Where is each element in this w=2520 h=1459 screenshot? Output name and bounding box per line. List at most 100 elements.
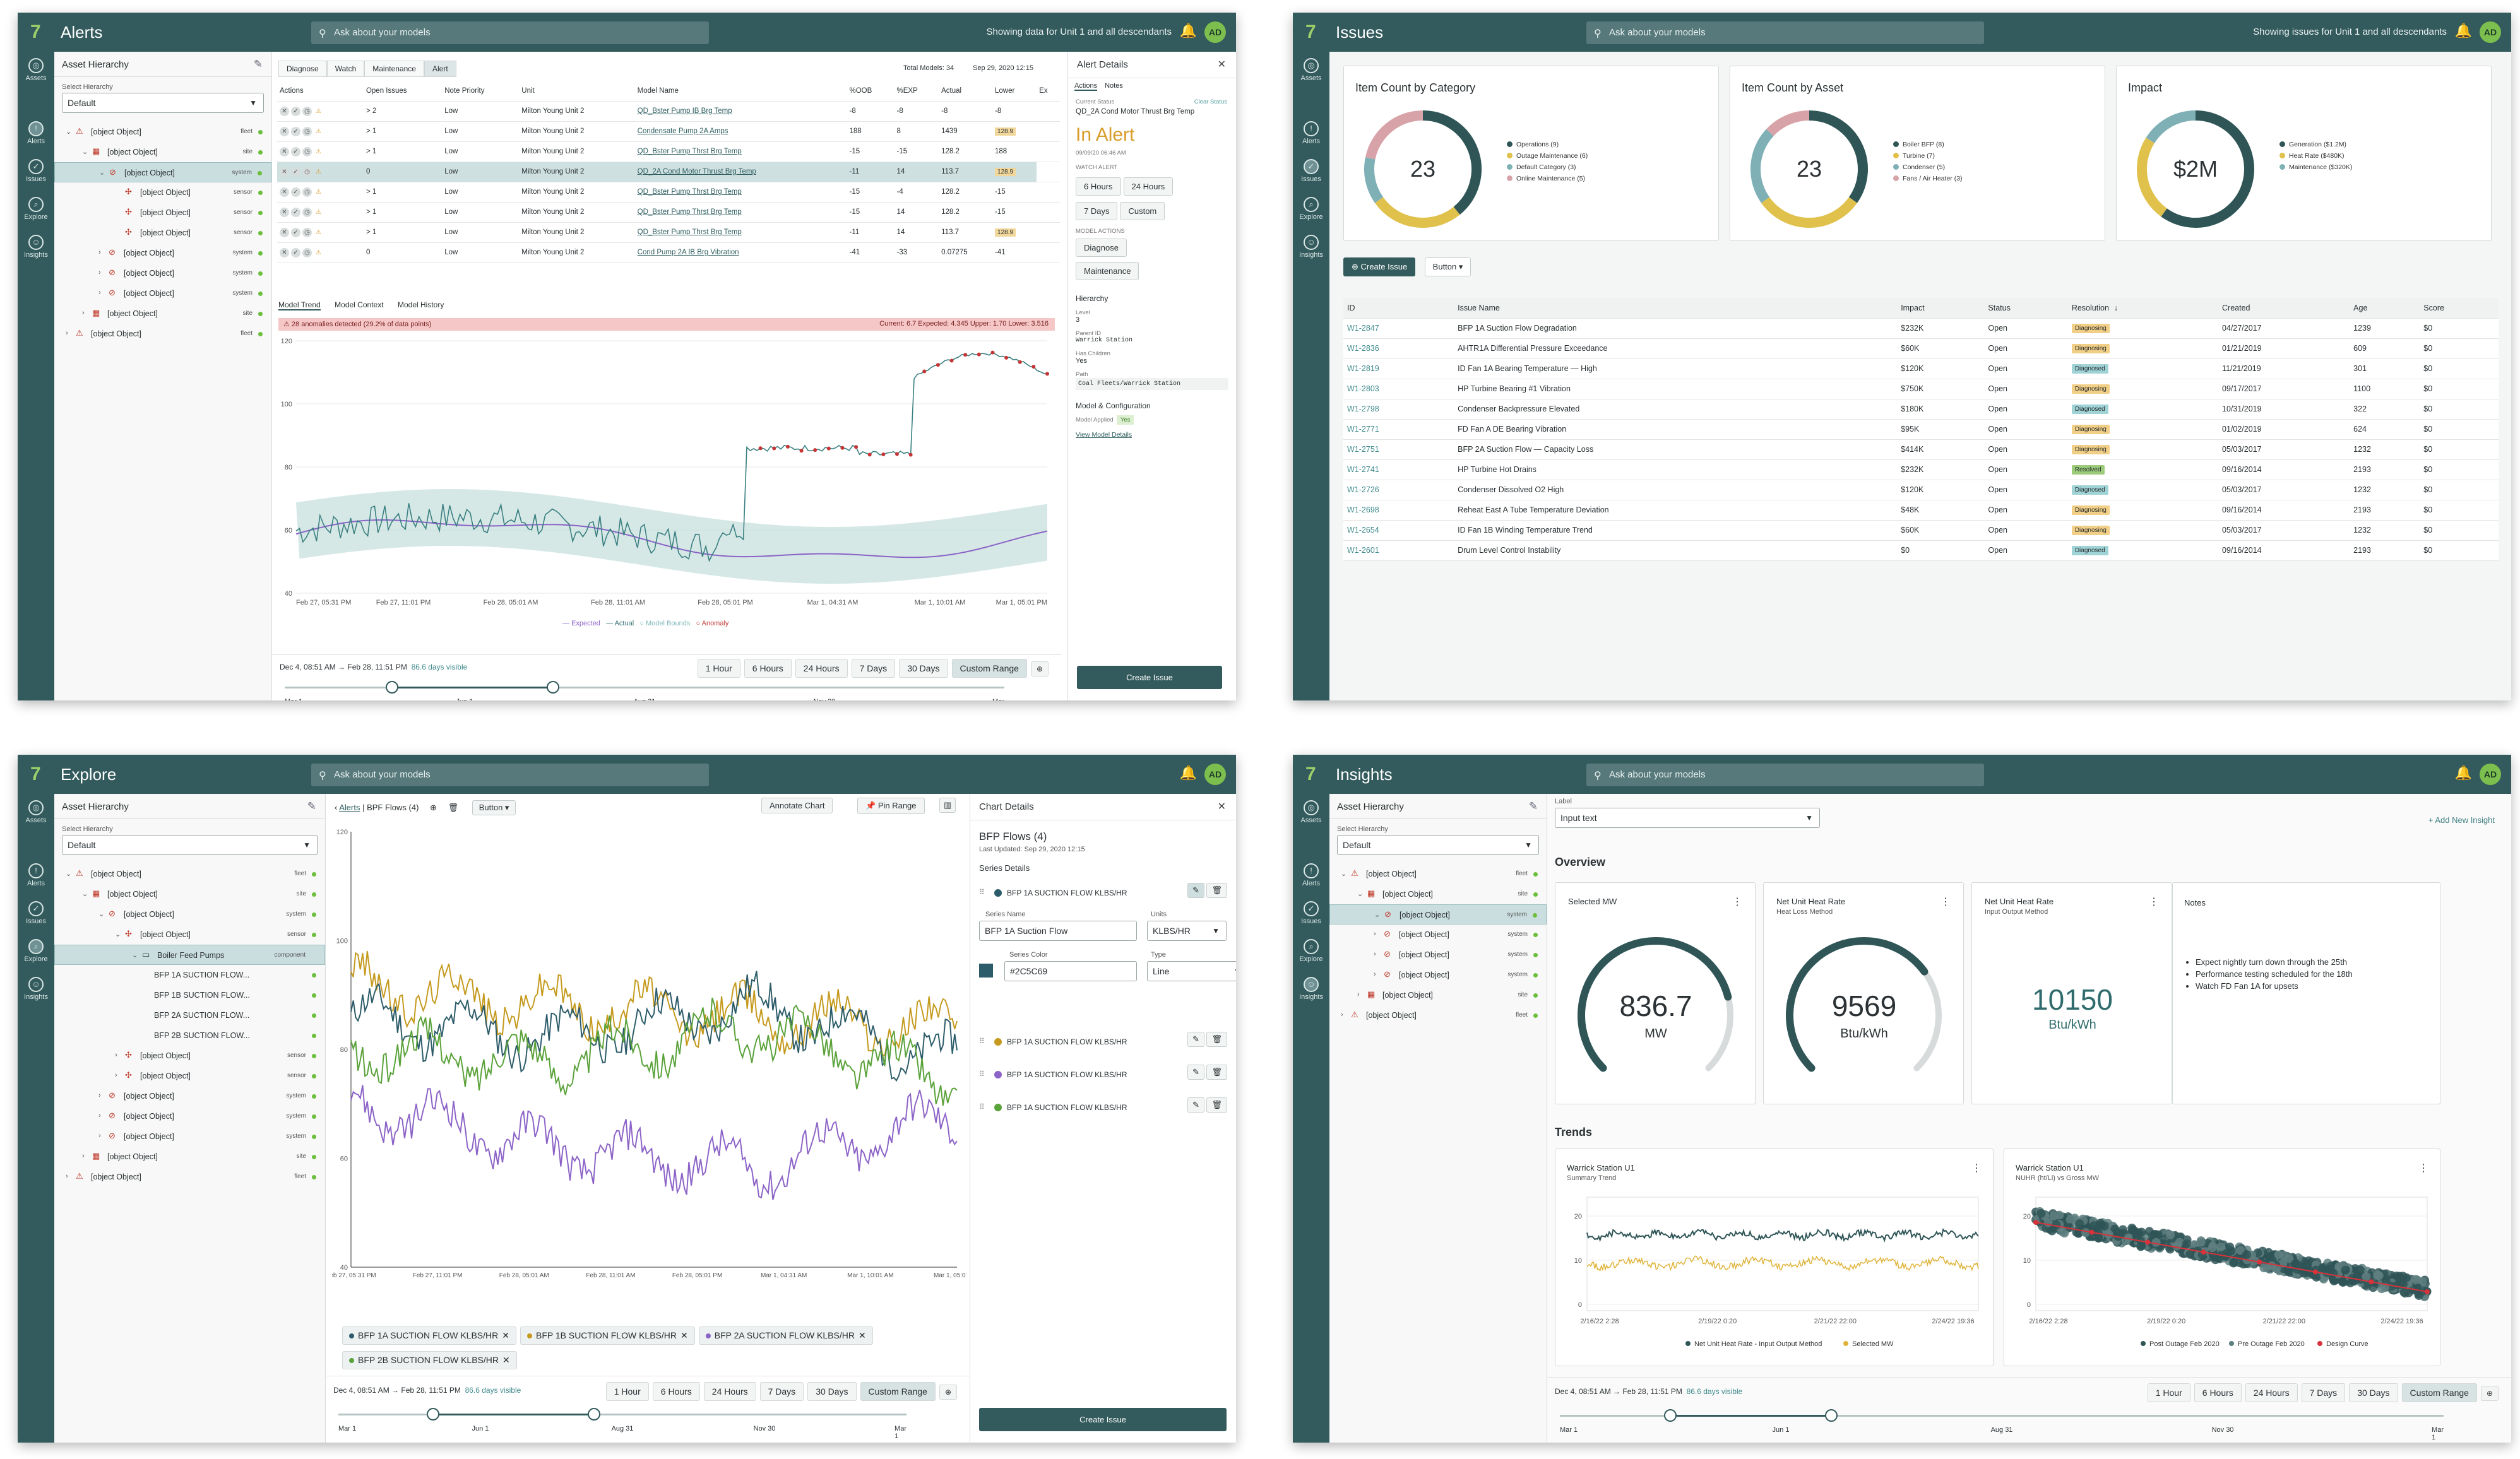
table-row[interactable]: ✕ ✓ ◷ ⚠ > 1 Low Milton Young Unit 2 QD_Bster Pu… (277, 182, 1060, 202)
tab-watch[interactable]: Watch (326, 61, 365, 77)
close-icon[interactable]: ✕ (681, 1330, 688, 1340)
button-dropdown[interactable]: Button ▾ (472, 800, 516, 815)
rail-insights[interactable]: ☺ Insights (18, 977, 54, 1001)
tree-item[interactable]: BFP 2B SUCTION FLOW... (54, 1025, 325, 1046)
tree-item[interactable]: › ⊘ [object Object] system (54, 243, 271, 263)
chevron-left-icon[interactable]: ‹ (335, 803, 340, 812)
close-icon[interactable]: ✕ (280, 106, 289, 116)
close-icon[interactable]: ✕ (280, 126, 289, 136)
bell-icon[interactable]: 🔔 (1179, 23, 1197, 38)
add-icon[interactable]: ⊕ (430, 803, 437, 812)
tree-item[interactable]: › ⊘ [object Object] system (54, 283, 271, 304)
warning-icon[interactable]: ⚠ (316, 168, 321, 175)
tree-item[interactable]: › ⚠ [object Object] fleet (54, 324, 271, 344)
chevron-icon[interactable]: › (1374, 950, 1376, 958)
tree-item[interactable]: › ⊘ [object Object] system (54, 1086, 325, 1106)
table-cell[interactable]: W1-2698 (1343, 500, 1454, 520)
slider-handle-start[interactable] (427, 1408, 439, 1421)
units-select[interactable]: KLBS/HR ▼ (1147, 921, 1227, 941)
close-icon[interactable]: ✕ (280, 207, 289, 217)
more-vert-icon[interactable]: ⋮ (1971, 1163, 1982, 1174)
timeline-slider[interactable] (338, 1408, 906, 1421)
tree-item[interactable]: › ⊘ [object Object] system (1329, 965, 1547, 985)
tree-item[interactable]: › ⊘ [object Object] system (1329, 945, 1547, 965)
tab-maintenance[interactable]: Maintenance (364, 61, 424, 77)
hierarchy-select[interactable]: Default ▼ (62, 835, 318, 855)
range-button[interactable]: Custom Range (860, 1382, 936, 1401)
type-select[interactable]: Line ▼ (1147, 961, 1236, 981)
rail-assets[interactable]: ◎ Assets (18, 800, 54, 824)
close-icon[interactable]: ✕ (502, 1355, 510, 1365)
check-icon[interactable]: ✓ (291, 167, 300, 177)
series-row[interactable]: ⠿ BFP 1A SUCTION FLOW KLBS/HR ✎ 🗑 (979, 882, 1227, 906)
edit-icon[interactable]: ✎ (1528, 800, 1538, 812)
chevron-icon[interactable]: ⌄ (1341, 870, 1347, 878)
clear-status-link[interactable]: Clear Status (1194, 98, 1227, 105)
check-icon[interactable]: ✓ (291, 227, 300, 237)
chevron-icon[interactable]: › (66, 329, 68, 337)
column-header[interactable]: %OOB (849, 86, 872, 95)
table-row[interactable]: W1-2654 ID Fan 1B Winding Temperature Tre… (1343, 520, 2499, 540)
rail-assets[interactable]: ◎ Assets (1293, 58, 1329, 82)
table-cell[interactable]: W1-2798 (1343, 399, 1454, 419)
table-row[interactable]: ✕ ✓ ◷ ⚠ > 1 Low Milton Young Unit 2 Condensate … (277, 121, 1060, 141)
clock-icon[interactable]: ◷ (302, 207, 312, 217)
column-header[interactable]: Status (1984, 298, 2067, 318)
edit-icon[interactable]: ✎ (1187, 1032, 1204, 1047)
column-header[interactable]: Issue Name (1454, 298, 1897, 318)
series-chip[interactable]: BFP 2B SUCTION FLOW KLBS/HR ✕ (342, 1351, 517, 1369)
warning-icon[interactable]: ⚠ (316, 148, 321, 155)
table-cell[interactable]: W1-2741 (1343, 459, 1454, 480)
trash-icon[interactable]: 🗑 (1206, 1097, 1227, 1113)
close-icon[interactable]: ✕ (280, 247, 289, 257)
watch-6h-button[interactable]: 6 Hours (1076, 177, 1121, 196)
chevron-icon[interactable]: › (98, 1092, 101, 1099)
tree-item[interactable]: ⌄ ▭ Boiler Feed Pumps component (54, 945, 325, 965)
drag-handle-icon[interactable]: ⠿ (979, 1070, 985, 1078)
check-icon[interactable]: ✓ (291, 106, 300, 116)
tree-item[interactable]: BFP 1B SUCTION FLOW... (54, 985, 325, 1005)
table-cell[interactable]: QD_Bster Pump Thrst Brg Temp (635, 222, 847, 242)
hierarchy-select[interactable]: Default ▼ (1337, 835, 1539, 855)
chevron-icon[interactable]: ⌄ (66, 870, 72, 878)
chevron-icon[interactable]: ⌄ (98, 911, 105, 918)
rail-issues[interactable]: ✓ Issues (18, 159, 54, 183)
table-cell[interactable]: W1-2819 (1343, 358, 1454, 379)
table-cell[interactable]: W1-2847 (1343, 318, 1454, 338)
edit-icon[interactable]: ✎ (1187, 1065, 1204, 1080)
diagnose-button[interactable]: Diagnose (1076, 239, 1127, 257)
range-button[interactable]: 6 Hours (2194, 1383, 2242, 1402)
table-row[interactable]: W1-2836 AHTR1A Differential Pressure Exce… (1343, 338, 2499, 358)
close-icon[interactable]: ✕ (1217, 801, 1226, 812)
warning-icon[interactable]: ⚠ (316, 208, 321, 216)
watch-custom-button[interactable]: Custom (1120, 202, 1165, 220)
warning-icon[interactable]: ⚠ (316, 228, 321, 236)
rail-alerts[interactable]: ! Alerts (1293, 121, 1329, 145)
check-icon[interactable]: ✓ (291, 146, 300, 157)
search-input[interactable]: ⚲ Ask about your models (1586, 21, 1984, 44)
app-logo[interactable]: 7 (30, 21, 41, 42)
column-header[interactable]: Score (2420, 298, 2499, 318)
bell-icon[interactable]: 🔔 (1179, 765, 1197, 781)
drag-handle-icon[interactable]: ⠿ (979, 1037, 985, 1046)
warning-icon[interactable]: ⚠ (316, 249, 321, 256)
tree-item[interactable]: › ⊘ [object Object] system (54, 1126, 325, 1147)
sort-down-icon[interactable]: ↓ (2113, 303, 2119, 312)
table-row[interactable]: W1-2601 Drum Level Control Instability $0 O… (1343, 540, 2499, 560)
range-button[interactable]: 30 Days (2349, 1383, 2398, 1402)
tree-item[interactable]: ⌄ ⚠ [object Object] fleet (54, 122, 271, 142)
chevron-icon[interactable]: › (98, 1112, 101, 1119)
rail-explore[interactable]: ⌕ Explore (18, 197, 54, 221)
edit-icon[interactable]: ✎ (253, 58, 263, 70)
watch-24h-button[interactable]: 24 Hours (1123, 177, 1174, 196)
clock-icon[interactable]: ◷ (302, 247, 312, 257)
more-vert-icon[interactable]: ⋮ (2149, 897, 2159, 907)
tree-item[interactable]: ⌄ ▦ [object Object] site (54, 142, 271, 162)
tree-item[interactable]: ⌄ ▦ [object Object] site (1329, 884, 1547, 904)
tab-model-history[interactable]: Model History (397, 300, 444, 309)
chevron-icon[interactable]: › (98, 289, 101, 297)
table-cell[interactable]: W1-2836 (1343, 338, 1454, 358)
chevron-icon[interactable]: ⌄ (132, 952, 138, 959)
table-cell[interactable]: QD_Bster Pump Thrst Brg Temp (635, 182, 847, 202)
add-insight-link[interactable]: + Add New Insight (2428, 815, 2495, 825)
